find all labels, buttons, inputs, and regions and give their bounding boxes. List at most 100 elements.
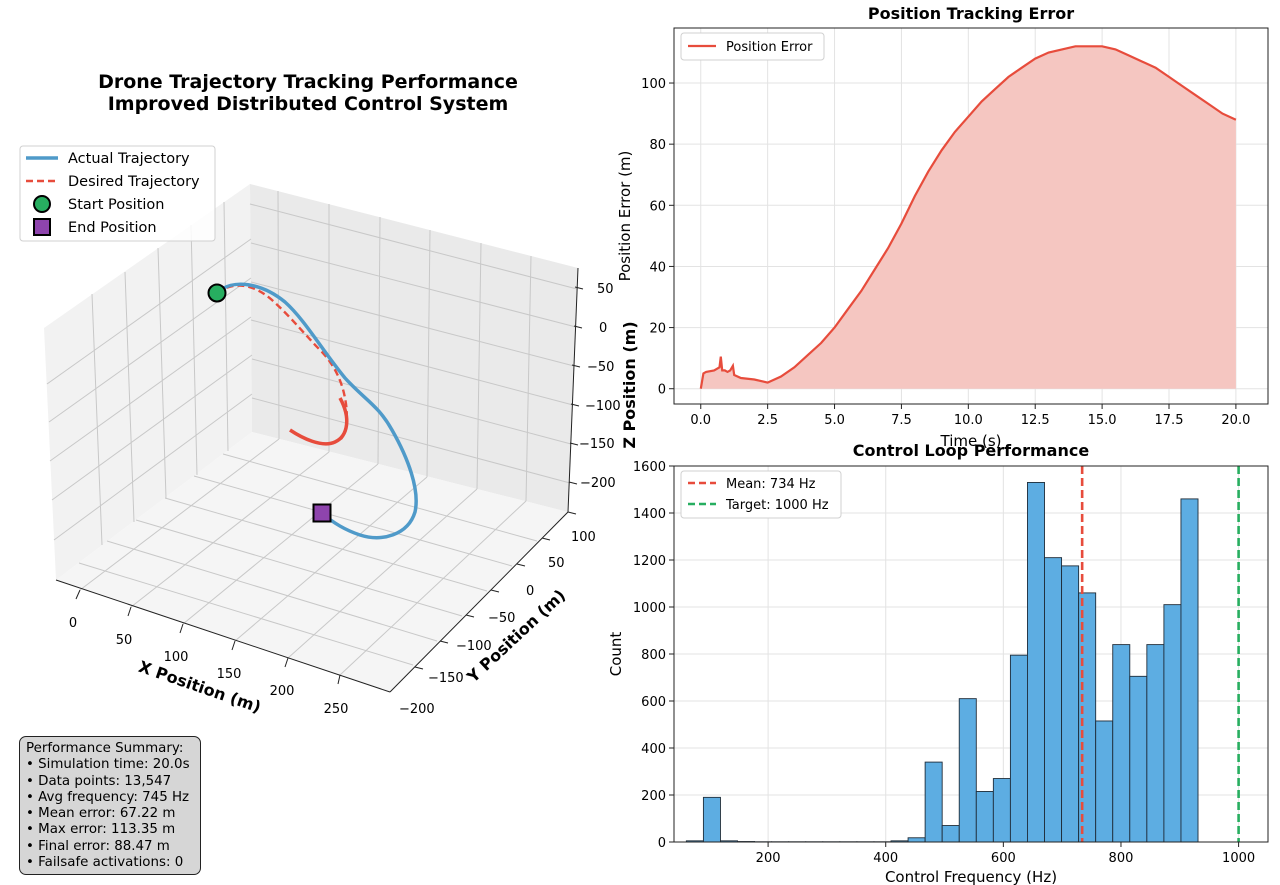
x-tick-label: 250	[324, 702, 349, 717]
x-tick-label: 17.5	[1155, 413, 1184, 428]
histogram-bar	[1112, 644, 1131, 843]
summary-line: • Avg frequency: 745 Hz	[26, 789, 190, 805]
legend-label: Desired Trajectory	[68, 174, 200, 190]
pane-gridlines	[46, 190, 578, 676]
x-tick-label: 10.0	[954, 413, 983, 428]
legend-item-end: End Position	[33, 218, 157, 236]
y-tick-label: 100	[641, 77, 666, 92]
error-chart-title: Position Tracking Error	[868, 4, 1074, 23]
y-tick: −100	[456, 614, 492, 654]
x-tick-label: 200	[756, 851, 781, 866]
error-plot-frame	[673, 27, 1269, 405]
summary-line: • Data points: 13,547	[26, 773, 172, 789]
y-tick-label: 20	[649, 322, 666, 337]
trajectory-3d-panel: Drone Trajectory Tracking Performance Im…	[19, 71, 639, 717]
summary-line: • Simulation time: 20.0s	[26, 757, 190, 773]
histogram-bar	[907, 837, 926, 843]
z-tick: 0	[573, 321, 607, 336]
x-tick-label: 150	[217, 667, 242, 682]
z-tick-label: 50	[597, 282, 614, 297]
x-tick-label: 400	[873, 851, 898, 866]
legend-item-actual: Actual Trajectory	[26, 151, 190, 167]
x-tick-label: 50	[116, 633, 133, 648]
x-tick-label: 15.0	[1088, 413, 1117, 428]
histogram-bar	[1061, 565, 1080, 843]
y-tick: 50	[541, 537, 565, 571]
x-tick: 250	[324, 674, 349, 717]
y-tick-label: 800	[641, 648, 666, 663]
y-tick-label: 60	[649, 199, 666, 214]
x-tick-label: 20.0	[1221, 413, 1250, 428]
histogram-bar	[1146, 644, 1165, 843]
y-tick-label: −50	[488, 611, 515, 626]
x-tick-label: 0	[69, 616, 77, 631]
trajectory-legend: Actual Trajectory Desired Trajectory Sta…	[19, 145, 216, 242]
desired-trajectory-tail	[289, 397, 349, 446]
summary-line: • Final error: 88.47 m	[26, 838, 170, 854]
y-tick: 100	[567, 511, 596, 545]
x-tick-label: 1000	[1222, 851, 1255, 866]
legend-label: End Position	[68, 220, 157, 236]
histogram-bar	[975, 791, 994, 843]
legend-label: Mean: 734 Hz	[726, 477, 816, 492]
x-tick: 100	[164, 623, 188, 665]
actual-trajectory-line	[215, 282, 418, 540]
z-tick-label: −100	[585, 399, 621, 414]
histogram-y-axis-label: Count	[607, 632, 625, 677]
control-loop-panel: Control Loop Performance 200 400 600 800 100…	[607, 441, 1269, 885]
z-tick: −50	[571, 360, 614, 375]
histogram-x-axis-label: Control Frequency (Hz)	[885, 868, 1057, 885]
y-ticks: 100 50 0 −50 −100 −150 −200	[399, 511, 596, 717]
position-error-panel: Position Tracking Error 0.0 2.5 5.0 7.5 10.0…	[616, 4, 1269, 450]
start-position-marker	[207, 283, 227, 303]
y-tick: −50	[488, 589, 515, 626]
pane-left	[44, 184, 252, 580]
histogram-bar	[1009, 654, 1028, 843]
y-tick-label: −200	[399, 702, 435, 717]
x-tick-label: 7.5	[891, 413, 912, 428]
histogram-bar	[1129, 675, 1148, 843]
summary-line: • Failsafe activations: 0	[26, 855, 184, 871]
y-tick-label: 400	[641, 742, 666, 757]
error-area-fill	[700, 46, 1236, 389]
y-tick-label: 0	[526, 584, 534, 599]
z-axis-label-3d: Z Position (m)	[620, 321, 639, 448]
legend-item-start: Start Position	[33, 195, 165, 213]
y-tick: −150	[428, 640, 464, 686]
trajectory-title-line-2: Improved Distributed Control System	[108, 93, 509, 115]
x-tick: 200	[270, 657, 294, 699]
y-tick: −200	[399, 666, 435, 717]
x-tick-label: 600	[991, 851, 1016, 866]
z-tick-label: −50	[587, 360, 614, 375]
x-tick: 0	[69, 589, 81, 631]
x-tick-label: 12.5	[1021, 413, 1050, 428]
x-tick-label: 0.0	[690, 413, 711, 428]
legend-label: Target: 1000 Hz	[725, 498, 829, 513]
legend-frame	[680, 32, 825, 61]
summary-title: Performance Summary:	[26, 741, 184, 756]
error-x-axis-label: Time (s)	[940, 432, 1002, 450]
y-tick-label: 100	[571, 530, 596, 545]
histogram-bar	[1027, 482, 1045, 843]
z-tick: −150	[569, 437, 615, 452]
error-y-ticks: 0 20 40 60 80 100	[641, 77, 674, 398]
y-tick-label: 1600	[633, 460, 666, 475]
z-tick: −200	[568, 476, 616, 491]
histogram-bar	[1180, 498, 1199, 843]
summary-line: • Max error: 113.35 m	[26, 822, 176, 838]
histogram-bar	[1095, 720, 1114, 843]
y-tick-label: 80	[649, 138, 666, 153]
histogram-bar	[1044, 557, 1063, 843]
z-tick: −100	[570, 399, 621, 414]
histogram-title: Control Loop Performance	[853, 441, 1090, 460]
histogram-y-ticks: 0 200 400 600 800 1000 1200 1400 1600	[633, 460, 674, 851]
histogram-bar	[924, 761, 943, 843]
error-y-axis-label: Position Error (m)	[616, 151, 634, 282]
x-axis-label-3d: X Position (m)	[136, 657, 263, 717]
z-tick-label: −200	[580, 476, 616, 491]
z-tick-label: 0	[599, 321, 607, 336]
error-legend: Position Error	[680, 32, 825, 61]
summary-line: • Mean error: 67.22 m	[26, 806, 176, 822]
y-tick-label: 200	[641, 789, 666, 804]
